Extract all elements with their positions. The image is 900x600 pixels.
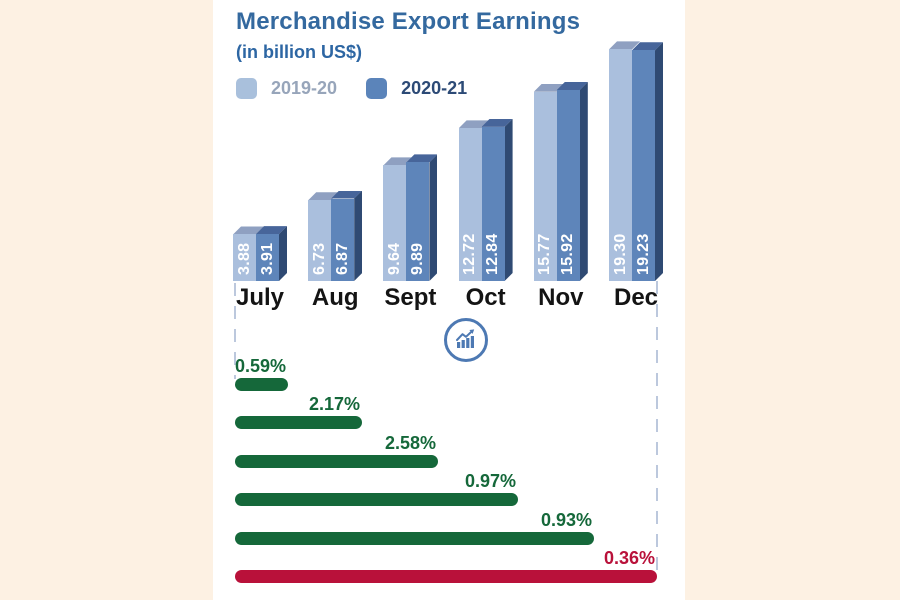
month-label: Dec (613, 284, 659, 311)
growth-bar (235, 570, 657, 583)
month-label: July (235, 284, 285, 311)
bar-front-2019-20 (609, 49, 632, 281)
growth-label: 0.36% (603, 548, 655, 568)
bar-value-label-2020-21: 12.84 (484, 233, 502, 275)
bar-top-face-2020-21 (331, 190, 363, 199)
bar-value-label-2020-21: 15.92 (559, 233, 577, 275)
bar-front-2020-21 (556, 89, 580, 281)
bar-value-label-2020-21: 6.87 (333, 242, 351, 275)
month-label: Aug (311, 284, 359, 311)
growth-label: 0.59% (234, 356, 286, 376)
bar-value-label-2020-21: 19.23 (634, 233, 652, 275)
month-label: Sept (384, 284, 437, 311)
legend-swatch-2019-20 (236, 78, 257, 99)
bar-side-face-2020-21 (279, 226, 287, 281)
growth-bar (235, 493, 518, 507)
legend-label-2019-20: 2019-20 (271, 78, 338, 98)
bar-front-2020-21 (406, 162, 430, 281)
bar-top-face-2020-21 (481, 118, 513, 127)
growth-label: 0.97% (464, 471, 516, 492)
growth-label: 2.17% (308, 394, 360, 415)
growth-chart-glyph (456, 329, 475, 348)
bar-top-face-2020-21 (406, 154, 438, 163)
bar-value-label-2019-20: 9.64 (385, 242, 403, 275)
bar-value-label-2019-20: 6.73 (310, 242, 328, 275)
bar-side-face-2020-21 (504, 118, 513, 281)
bar-value-label-2019-20: 3.88 (235, 242, 253, 275)
bar-top-face-2020-21 (556, 81, 588, 90)
chart-title: Merchandise Export Earnings (236, 8, 581, 35)
growth-bar (235, 378, 288, 391)
dashed-line-right (656, 281, 658, 579)
bar-front-2019-20 (308, 200, 332, 281)
bar-top-face-2019-20 (533, 83, 565, 92)
bar-top-face-2019-20 (233, 226, 264, 235)
bar-front-2019-20 (458, 128, 482, 281)
bar-front-2019-20 (533, 91, 557, 281)
bar-side-face-2020-21 (429, 154, 438, 281)
bar-side-face-2020-21 (354, 190, 363, 281)
growth-bar (235, 416, 362, 430)
bar-top-face-2020-21 (632, 42, 663, 51)
bar-front-2019-20 (233, 234, 256, 281)
bar-value-label-2019-20: 19.30 (611, 233, 629, 275)
bar-side-face-2020-21 (579, 81, 588, 281)
bar-top-face-2020-21 (256, 226, 287, 235)
legend-swatch-2020-21 (366, 78, 388, 99)
bar-value-label-2019-20: 15.77 (536, 233, 554, 275)
legend-label-2020-21: 2020-21 (401, 78, 468, 98)
bar-value-label-2020-21: 3.91 (258, 242, 276, 275)
growth-label: 0.93% (540, 509, 592, 530)
bar-top-face-2019-20 (308, 192, 340, 201)
dashed-line-left (234, 283, 236, 379)
bar-value-label-2020-21: 9.89 (408, 242, 426, 275)
bar-front-2020-21 (632, 50, 655, 281)
growth-bar (235, 531, 594, 545)
growth-bar (235, 454, 438, 468)
bar-front-2020-21 (481, 126, 505, 281)
bar-front-2019-20 (383, 165, 407, 281)
chart-subtitle: (in billion US$) (236, 42, 362, 62)
bar-value-label-2019-20: 12.72 (461, 233, 479, 275)
bar-top-face-2019-20 (383, 157, 415, 166)
bar-top-face-2019-20 (458, 120, 490, 129)
month-label: Oct (465, 284, 506, 311)
growth-label: 2.58% (384, 432, 436, 453)
bar-side-face-2020-21 (655, 42, 663, 281)
bar-front-2020-21 (331, 198, 355, 281)
month-label: Nov (538, 284, 584, 311)
growth-chart-icon (444, 318, 488, 362)
legend: 2019-20 2020-21 (236, 78, 467, 99)
bar-front-2020-21 (256, 234, 279, 281)
bar-top-face-2019-20 (609, 41, 640, 50)
